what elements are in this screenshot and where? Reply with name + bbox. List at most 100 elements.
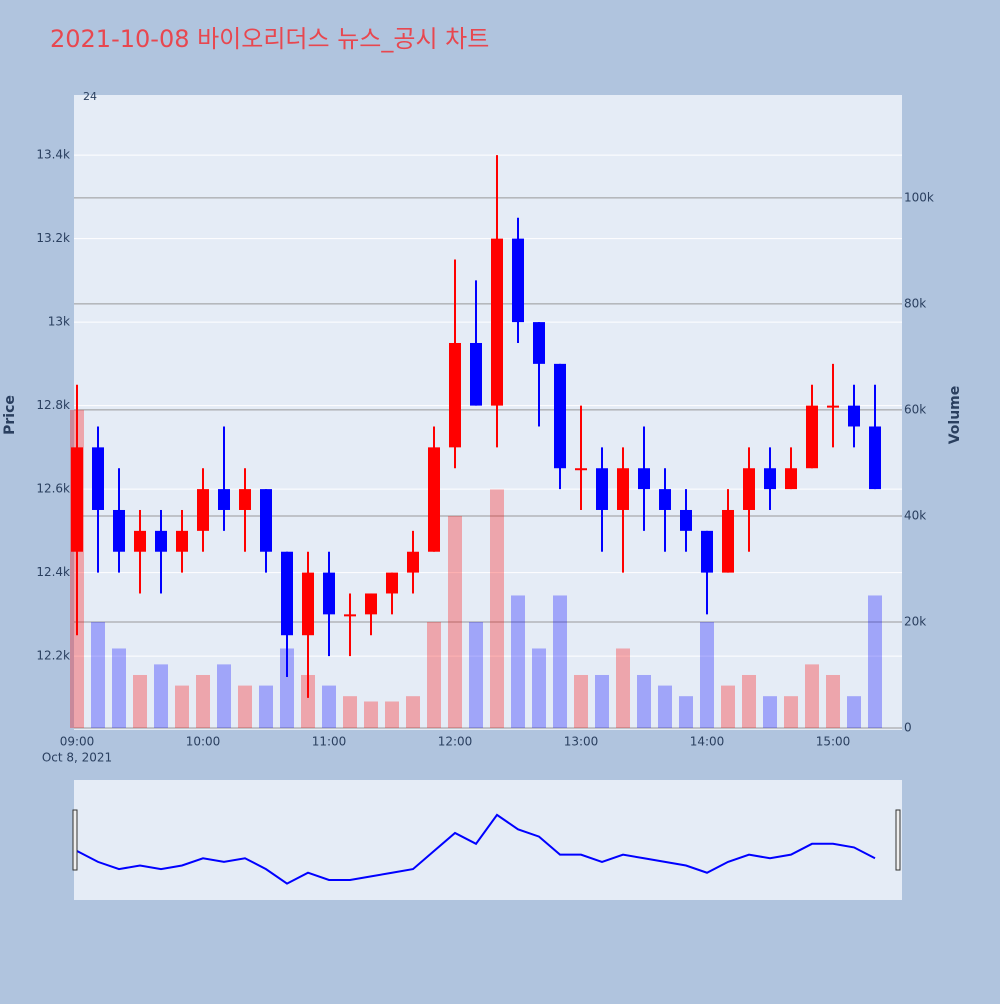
y2-tick-label: 80k bbox=[904, 296, 926, 310]
candle-body bbox=[134, 530, 146, 552]
y-tick-label: 12.6k bbox=[36, 482, 70, 496]
y-tick-label: 12.8k bbox=[36, 398, 70, 412]
volume-bar bbox=[238, 685, 252, 728]
volume-bar bbox=[868, 595, 882, 728]
volume-bar bbox=[763, 696, 777, 728]
y-tick-label: 12.2k bbox=[36, 649, 70, 663]
volume-bar bbox=[469, 621, 483, 728]
volume-bar bbox=[406, 696, 420, 728]
candle-body bbox=[806, 405, 818, 469]
candle-body bbox=[176, 530, 188, 552]
plot-area bbox=[74, 95, 902, 730]
candle-body bbox=[92, 447, 104, 510]
y-tick-label: 13k bbox=[48, 315, 70, 329]
candle-body bbox=[848, 405, 860, 427]
candle-body bbox=[659, 489, 671, 510]
candle-body bbox=[323, 572, 335, 615]
candle-body bbox=[71, 447, 83, 552]
volume-bar bbox=[175, 685, 189, 728]
volume-bar bbox=[490, 489, 504, 728]
candle-body bbox=[701, 530, 713, 573]
x-tick-label: 13:00 bbox=[564, 735, 599, 749]
chart-title: 2021-10-08 바이오리더스 뉴스_공시 차트 bbox=[50, 25, 489, 53]
volume-bar bbox=[154, 664, 168, 728]
volume-bar bbox=[196, 674, 210, 728]
volume-bar bbox=[322, 685, 336, 728]
candle-body bbox=[575, 468, 587, 471]
volume-bar bbox=[742, 674, 756, 728]
slider-line bbox=[76, 813, 876, 885]
candle-body bbox=[218, 489, 230, 510]
volume-bar bbox=[217, 664, 231, 728]
volume-bar bbox=[553, 595, 567, 728]
candle-body bbox=[386, 572, 398, 594]
volume-bar bbox=[700, 621, 714, 728]
volume-bar bbox=[637, 674, 651, 728]
candle-body bbox=[281, 551, 293, 636]
volume-bar bbox=[427, 621, 441, 728]
candle-body bbox=[764, 468, 776, 490]
candle-body bbox=[638, 468, 650, 490]
candle-body bbox=[533, 322, 545, 364]
range-slider[interactable] bbox=[74, 780, 902, 900]
candle-body bbox=[428, 447, 440, 552]
candle-body bbox=[512, 238, 524, 323]
volume-bar bbox=[847, 696, 861, 728]
x-tick-label: 14:00 bbox=[690, 735, 725, 749]
candle-body bbox=[449, 342, 461, 448]
volume-bar bbox=[784, 696, 798, 728]
volume-bar bbox=[679, 696, 693, 728]
slider-handle[interactable] bbox=[72, 809, 78, 871]
y2-tick-label: 40k bbox=[904, 508, 926, 522]
candle-body bbox=[785, 468, 797, 490]
y2-axis-title: Volume bbox=[947, 386, 963, 445]
candle-body bbox=[491, 238, 503, 406]
candle-body bbox=[722, 509, 734, 573]
volume-bar bbox=[574, 674, 588, 728]
volume-bar bbox=[133, 674, 147, 728]
volume-bar bbox=[343, 696, 357, 728]
candle-body bbox=[407, 551, 419, 573]
volume-bar bbox=[364, 701, 378, 728]
candle-body bbox=[344, 614, 356, 617]
candle-body bbox=[554, 363, 566, 469]
volume-bar bbox=[721, 685, 735, 728]
volume-bar bbox=[532, 648, 546, 728]
candle-body bbox=[869, 426, 881, 490]
volume-bar bbox=[616, 648, 630, 728]
volume-bar bbox=[805, 664, 819, 728]
y2-tick-label: 0 bbox=[904, 721, 912, 735]
volume-bar bbox=[112, 648, 126, 728]
x-tick-label: 15:00 bbox=[816, 735, 851, 749]
candle-body bbox=[743, 468, 755, 510]
volume-bar bbox=[595, 674, 609, 728]
candle-body bbox=[365, 593, 377, 615]
y-tick-label: 13.4k bbox=[36, 148, 70, 162]
y2-tick-label: 60k bbox=[904, 402, 926, 416]
x-tick-label: 09:00 bbox=[60, 735, 95, 749]
candle-body bbox=[596, 468, 608, 510]
candle-body bbox=[197, 489, 209, 531]
y2-tick-label: 20k bbox=[904, 614, 926, 628]
y2-tick-label: 100k bbox=[904, 190, 934, 204]
y-tick-label: 12.4k bbox=[36, 565, 70, 579]
volume-bar bbox=[448, 515, 462, 728]
candle-body bbox=[617, 468, 629, 510]
candle-body bbox=[239, 489, 251, 510]
candle-body bbox=[113, 509, 125, 552]
volume-bar bbox=[259, 685, 273, 728]
x-tick-label: 10:00 bbox=[186, 735, 221, 749]
volume-bar bbox=[301, 674, 315, 728]
y-axis-title: Price bbox=[2, 395, 18, 435]
volume-bar bbox=[91, 621, 105, 728]
candle-body bbox=[470, 342, 482, 406]
annotation: 24 bbox=[83, 90, 97, 103]
volume-bar bbox=[280, 648, 294, 728]
volume-bar bbox=[826, 674, 840, 728]
candle-body bbox=[260, 489, 272, 552]
x-tick-label: 11:00 bbox=[312, 735, 347, 749]
volume-bar bbox=[658, 685, 672, 728]
slider-handle[interactable] bbox=[895, 809, 901, 871]
volume-bar bbox=[511, 595, 525, 728]
